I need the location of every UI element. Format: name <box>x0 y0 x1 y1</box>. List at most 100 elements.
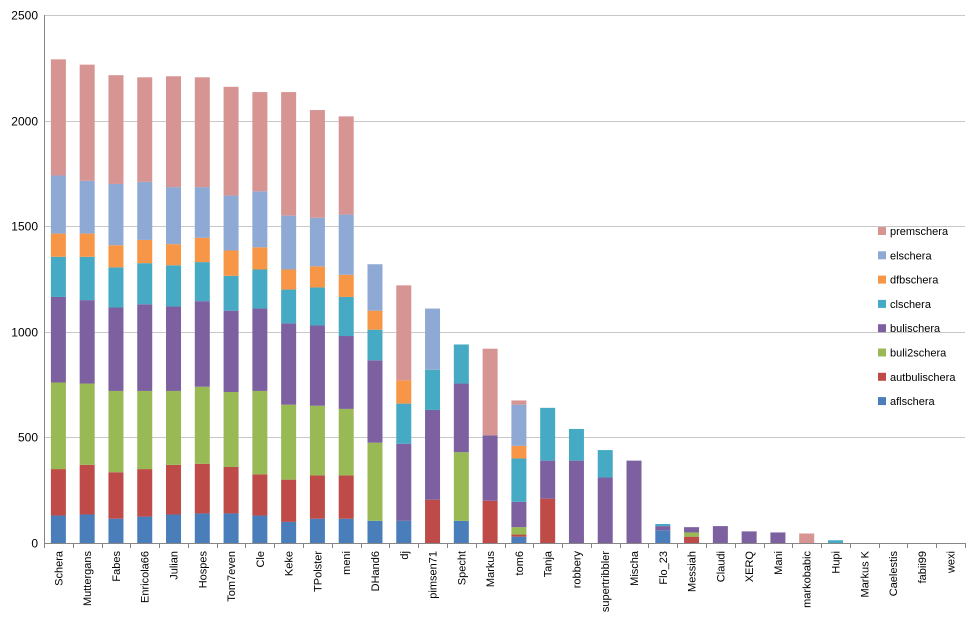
legend-label-buli2schera: buli2schera <box>890 348 947 360</box>
bar-segment-clschera <box>50 256 66 297</box>
bar-segment-aflschera <box>367 520 383 543</box>
x-category-label: meni <box>341 551 353 575</box>
bar-segment-aflschera <box>50 515 66 543</box>
bar-segment-autbulischera <box>511 534 527 537</box>
bar-segment-buli2schera <box>367 442 383 521</box>
x-category-label: Mischa <box>629 550 641 586</box>
bar-segment-bulischera <box>137 304 153 391</box>
bar-segment-clschera <box>425 369 441 410</box>
bar-segment-aflschera <box>79 514 95 543</box>
bar-segment-bulischera <box>166 306 182 391</box>
bar-segment-buli2schera <box>108 390 124 473</box>
bar-segment-premschera <box>281 92 297 216</box>
bar-segment-bulischera <box>223 310 239 392</box>
legend-swatch-buli2schera <box>878 348 886 357</box>
bar-segment-autbulischera <box>252 474 268 516</box>
bar-segment-dfbschera <box>309 266 325 288</box>
bar-segment-elschera <box>309 217 325 267</box>
legend-swatch-clschera <box>878 299 886 308</box>
bar-segment-dfbschera <box>367 310 383 330</box>
x-category-label: Tanja <box>543 550 555 577</box>
bar-segment-bulischera <box>511 501 527 528</box>
x-category-label: TPolster <box>312 551 324 592</box>
bar-segment-clschera <box>137 263 153 305</box>
bar-segment-clschera <box>540 407 556 461</box>
bar-segment-autbulischera <box>540 498 556 543</box>
legend: premschera elschera dfbschera clschera bulis… <box>878 226 956 408</box>
bar-segment-elschera <box>281 215 297 270</box>
bar-segment-dfbschera <box>137 239 153 264</box>
bar-segment-autbulischera <box>79 464 95 515</box>
y-tick-label: 500 <box>18 431 38 445</box>
bar-segment-premschera <box>137 77 153 182</box>
bar-segment-dfbschera <box>338 274 354 297</box>
y-tick-label: 2000 <box>11 115 38 129</box>
bar-segment-autbulischera <box>166 464 182 515</box>
bar-segment-buli2schera <box>223 391 239 467</box>
bar-segment-aflschera <box>511 536 527 543</box>
x-category-label: DHand6 <box>370 551 382 591</box>
bar-segment-dfbschera <box>511 445 527 459</box>
bar-segment-bulischera <box>568 460 584 543</box>
y-tick-label: 1500 <box>11 220 38 234</box>
bar-segment-autbulischera <box>684 536 700 543</box>
bar-segment-premschera <box>252 92 268 192</box>
bar-segment-elschera <box>166 187 182 245</box>
bar-segment-dfbschera <box>252 247 268 270</box>
legend-swatch-bulischera <box>878 324 886 333</box>
bar-segment-clschera <box>568 428 584 461</box>
bar-segment-aflschera <box>166 514 182 543</box>
x-category-label: Enricola66 <box>140 551 152 603</box>
bar-segment-aflschera <box>338 518 354 543</box>
bar-segment-premschera <box>799 533 815 543</box>
bar-segment-clschera <box>511 458 527 502</box>
x-category-label: markobabic <box>802 551 814 608</box>
bar-segment-bulischera <box>540 460 556 499</box>
bar-segment-autbulischera <box>338 475 354 519</box>
bar-segment-elschera <box>511 404 527 446</box>
bar-segment-bulischera <box>309 325 325 406</box>
bar-segment-bulischera <box>79 300 95 384</box>
x-category-label: Markus K <box>859 550 871 597</box>
bar-segment-buli2schera <box>511 527 527 535</box>
bar-segment-premschera <box>194 77 210 188</box>
bar-segment-bulischera <box>684 527 700 533</box>
legend-swatch-dfbschera <box>878 275 886 284</box>
bar-segment-autbulischera <box>482 500 498 543</box>
bar-segment-aflschera <box>281 521 297 543</box>
bar-segment-dfbschera <box>50 233 66 257</box>
bar-segment-elschera <box>425 308 441 370</box>
bar-segment-buli2schera <box>338 408 354 476</box>
legend-swatch-elschera <box>878 251 886 260</box>
bar-segment-elschera <box>338 214 354 275</box>
bar-segment-dfbschera <box>194 237 210 263</box>
bar-segment-bulischera <box>108 307 124 391</box>
bar-segment-buli2schera <box>309 405 325 476</box>
bar-segment-bulischera <box>194 301 210 387</box>
x-category-label: supertribbler <box>600 551 612 612</box>
legend-swatch-aflschera <box>878 397 886 406</box>
bar-segment-bulischera <box>597 477 613 543</box>
bar-segment-clschera <box>194 262 210 302</box>
bar-segment-clschera <box>108 267 124 308</box>
bar-segment-buli2schera <box>194 386 210 464</box>
legend-label-premschera: premschera <box>890 226 949 238</box>
bar-segment-elschera <box>79 180 95 234</box>
bar-segment-autbulischera <box>223 466 239 514</box>
bar-segment-elschera <box>223 195 239 251</box>
bar-segment-aflschera <box>309 518 325 543</box>
bar-segment-buli2schera <box>281 404 297 480</box>
bar-segment-bulischera <box>626 460 642 543</box>
bar-segment-elschera <box>252 191 268 248</box>
x-category-label: Markus <box>485 551 497 588</box>
bar-segment-clschera <box>281 289 297 324</box>
x-category-label: XERQ <box>744 551 756 583</box>
bar-segment-dfbschera <box>396 380 412 404</box>
bar-segment-autbulischera <box>194 463 210 514</box>
bar-segment-buli2schera <box>166 390 182 465</box>
x-category-label: Hupi <box>830 551 842 574</box>
bar-segment-bulischera <box>367 360 383 443</box>
bar-segment-autbulischera <box>50 469 66 516</box>
bar-segment-elschera <box>367 264 383 311</box>
x-category-label: dj <box>399 551 411 560</box>
